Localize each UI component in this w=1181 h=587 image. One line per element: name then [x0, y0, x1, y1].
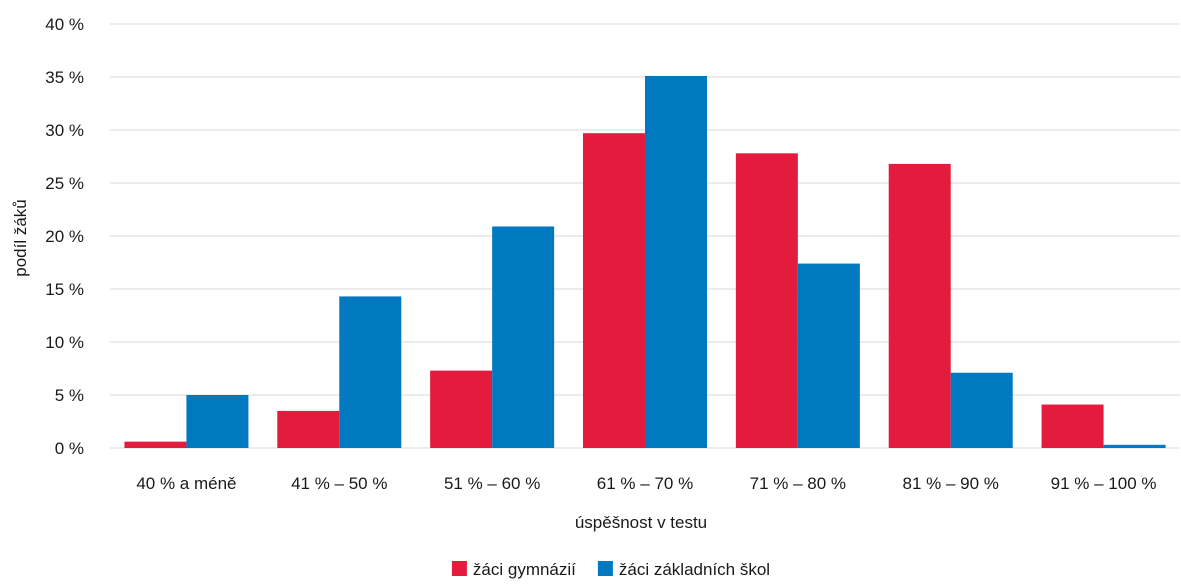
- bar-gymnazia: [583, 133, 645, 448]
- y-tick-label: 40 %: [45, 15, 84, 34]
- x-axis-title: úspěšnost v testu: [575, 513, 707, 532]
- bar-zakladni-skoly: [1103, 444, 1166, 448]
- bar-gymnazia: [430, 370, 493, 448]
- bar-gymnazia: [888, 163, 951, 449]
- bar-zakladni-skoly: [186, 395, 249, 448]
- y-tick-label: 0 %: [55, 439, 84, 458]
- y-axis-title: podíl žáků: [11, 199, 30, 277]
- y-tick-label: 20 %: [45, 227, 84, 246]
- bar-zakladni-skoly: [339, 296, 402, 448]
- legend-swatch: [451, 561, 467, 576]
- x-tick-label: 51 % – 60 %: [444, 474, 540, 493]
- x-tick-label: 71 % – 80 %: [750, 474, 846, 493]
- bar-gymnazia: [1041, 404, 1104, 448]
- bars: [124, 75, 1166, 449]
- bar-zakladni-skoly: [950, 372, 1013, 448]
- y-axis-ticks: 0 % 5 % 10 % 15 % 20 % 25 % 30 % 35 % 40 %: [45, 15, 84, 458]
- legend: žáci gymnázií žáci základních škol: [451, 560, 770, 579]
- bar-zakladni-skoly: [645, 75, 707, 448]
- bar-zakladni-skoly: [797, 263, 860, 448]
- legend-label: žáci gymnázií: [473, 560, 576, 579]
- x-axis-ticks: 40 % a méně 41 % – 50 % 51 % – 60 % 61 % – …: [136, 474, 1156, 493]
- y-tick-label: 15 %: [45, 280, 84, 299]
- bar-gymnazia: [277, 410, 340, 448]
- y-tick-label: 5 %: [55, 386, 84, 405]
- bar-gymnazia: [124, 441, 187, 448]
- bar-gymnazia: [735, 153, 798, 448]
- x-tick-label: 91 % – 100 %: [1051, 474, 1157, 493]
- x-tick-label: 40 % a méně: [136, 474, 236, 493]
- y-tick-label: 10 %: [45, 333, 84, 352]
- y-tick-label: 35 %: [45, 68, 84, 87]
- bar-zakladni-skoly: [492, 226, 555, 448]
- x-tick-label: 61 % – 70 %: [597, 474, 693, 493]
- x-tick-label: 81 % – 90 %: [903, 474, 999, 493]
- x-tick-label: 41 % – 50 %: [291, 474, 387, 493]
- legend-label: žáci základních škol: [619, 560, 770, 579]
- legend-swatch: [597, 561, 613, 576]
- y-tick-label: 25 %: [45, 174, 84, 193]
- y-tick-label: 30 %: [45, 121, 84, 140]
